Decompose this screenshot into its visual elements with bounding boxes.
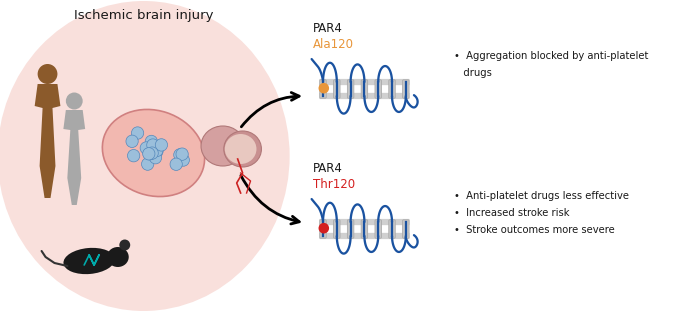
Ellipse shape bbox=[225, 134, 256, 164]
Circle shape bbox=[119, 239, 130, 250]
Ellipse shape bbox=[0, 1, 290, 311]
FancyBboxPatch shape bbox=[361, 220, 368, 238]
FancyBboxPatch shape bbox=[319, 93, 409, 99]
Circle shape bbox=[66, 92, 83, 109]
FancyBboxPatch shape bbox=[402, 220, 409, 238]
FancyBboxPatch shape bbox=[319, 79, 409, 85]
Text: PAR4: PAR4 bbox=[313, 22, 343, 35]
FancyBboxPatch shape bbox=[319, 219, 409, 225]
Circle shape bbox=[174, 149, 186, 161]
Circle shape bbox=[145, 135, 158, 148]
Circle shape bbox=[38, 64, 57, 84]
FancyBboxPatch shape bbox=[375, 220, 382, 238]
Circle shape bbox=[170, 158, 182, 170]
FancyBboxPatch shape bbox=[389, 220, 396, 238]
Ellipse shape bbox=[64, 248, 115, 274]
Circle shape bbox=[141, 158, 154, 170]
Text: Ala120: Ala120 bbox=[313, 39, 354, 52]
Polygon shape bbox=[64, 110, 85, 205]
Circle shape bbox=[318, 223, 329, 234]
FancyBboxPatch shape bbox=[334, 220, 340, 238]
Text: Ischemic brain injury: Ischemic brain injury bbox=[74, 8, 214, 21]
Circle shape bbox=[143, 148, 155, 160]
FancyBboxPatch shape bbox=[347, 220, 354, 238]
Circle shape bbox=[177, 154, 190, 166]
Circle shape bbox=[132, 127, 144, 139]
FancyBboxPatch shape bbox=[320, 220, 326, 238]
Circle shape bbox=[149, 151, 162, 164]
FancyBboxPatch shape bbox=[361, 80, 368, 98]
Circle shape bbox=[140, 142, 153, 154]
Circle shape bbox=[127, 150, 140, 162]
Ellipse shape bbox=[102, 109, 204, 197]
Ellipse shape bbox=[224, 131, 261, 167]
FancyBboxPatch shape bbox=[375, 80, 382, 98]
Circle shape bbox=[126, 135, 138, 147]
Text: PAR4: PAR4 bbox=[313, 163, 343, 175]
FancyBboxPatch shape bbox=[319, 233, 409, 239]
FancyBboxPatch shape bbox=[320, 80, 326, 98]
Text: •  Anti-platelet drugs less effective: • Anti-platelet drugs less effective bbox=[454, 191, 629, 201]
Text: Thr120: Thr120 bbox=[313, 179, 355, 192]
FancyBboxPatch shape bbox=[402, 80, 409, 98]
FancyBboxPatch shape bbox=[334, 80, 340, 98]
Circle shape bbox=[155, 139, 167, 151]
Circle shape bbox=[318, 83, 329, 94]
FancyBboxPatch shape bbox=[389, 80, 396, 98]
Circle shape bbox=[176, 148, 188, 160]
Text: •  Aggregation blocked by anti-platelet: • Aggregation blocked by anti-platelet bbox=[454, 51, 648, 61]
Text: drugs: drugs bbox=[454, 68, 491, 78]
Polygon shape bbox=[35, 84, 60, 198]
Text: •  Increased stroke risk: • Increased stroke risk bbox=[454, 208, 569, 218]
Circle shape bbox=[146, 147, 158, 159]
Ellipse shape bbox=[107, 247, 129, 267]
Circle shape bbox=[150, 145, 163, 157]
Circle shape bbox=[144, 147, 156, 160]
FancyBboxPatch shape bbox=[347, 80, 354, 98]
Text: •  Stroke outcomes more severe: • Stroke outcomes more severe bbox=[454, 225, 615, 235]
Circle shape bbox=[147, 139, 159, 151]
Circle shape bbox=[150, 144, 163, 157]
Ellipse shape bbox=[201, 126, 244, 166]
